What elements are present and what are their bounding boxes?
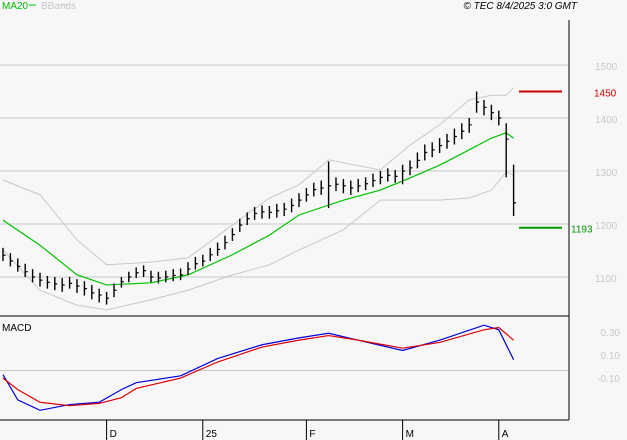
macd-y-tick-label: 0.30 — [601, 328, 621, 339]
legend-ma20: MA20 — [2, 1, 29, 12]
macd-title: MACD — [2, 323, 31, 334]
x-tick-label: A — [502, 429, 509, 440]
y-tick-label: 1200 — [595, 221, 618, 232]
x-tick-label: D — [110, 429, 117, 440]
date-axis-labels: D 25 F M A — [106, 420, 509, 440]
macd-signal-line — [2, 326, 514, 407]
legend-bbands: BBands — [41, 1, 76, 12]
y-tick-label: 1100 — [595, 274, 617, 285]
price-axis-labels: 1100 1200 1300 1400 1500 — [595, 62, 618, 285]
bband-upper-line — [2, 87, 514, 266]
x-tick-label: 25 — [206, 429, 218, 440]
x-tick-label: F — [309, 429, 315, 440]
level-label-1193: 1193 — [571, 225, 593, 236]
y-tick-label: 1500 — [595, 62, 618, 73]
macd-panel: 0.30 0.10 -0.10 — [0, 324, 621, 411]
y-tick-label: 1400 — [595, 115, 618, 126]
price-annotations: 1450 1193 — [519, 89, 617, 236]
macd-line — [2, 324, 515, 411]
macd-y-tick-label: 0.10 — [601, 351, 621, 362]
y-tick-label: 1300 — [595, 168, 618, 179]
price-bars — [2, 91, 517, 305]
price-grid — [0, 64, 569, 278]
x-tick-label: M — [406, 429, 414, 440]
copyright-timestamp: © TEC 8/4/2025 3:0 GMT — [463, 1, 577, 12]
macd-y-tick-label: -0.10 — [597, 374, 620, 385]
bband-lower-line — [2, 171, 514, 311]
ma20-line — [2, 132, 514, 286]
level-label-1450: 1450 — [594, 89, 617, 100]
ma20-line — [2, 132, 514, 286]
